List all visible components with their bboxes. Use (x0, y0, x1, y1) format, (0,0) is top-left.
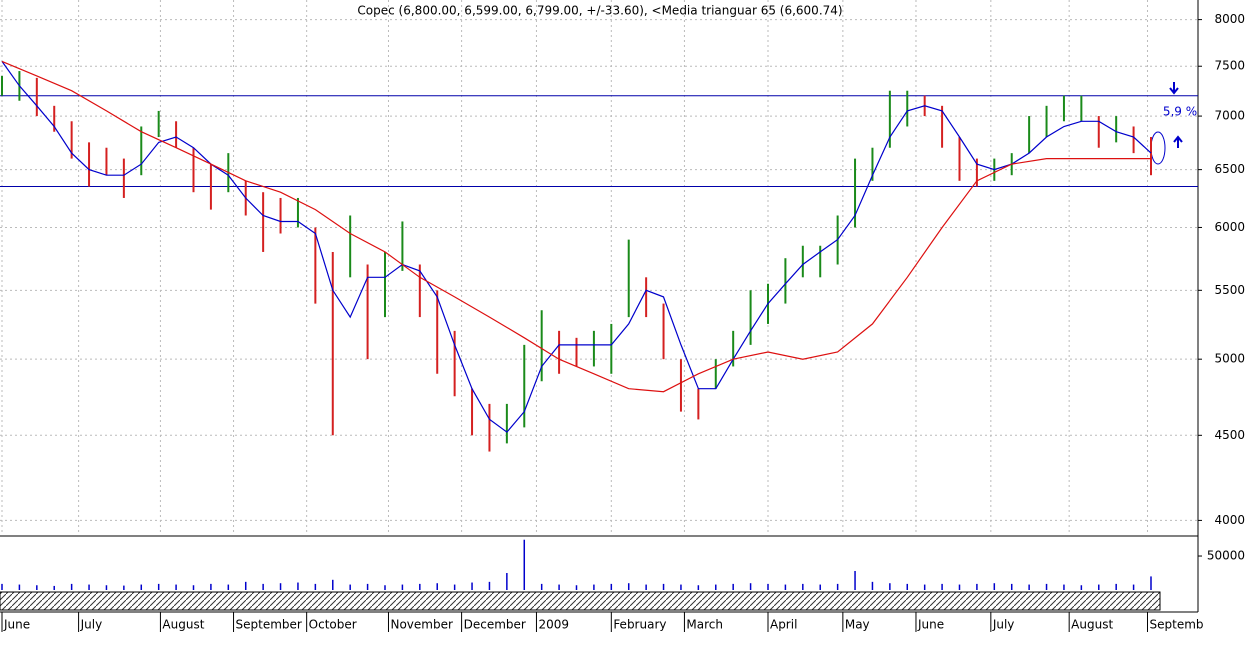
y-tick-label: 4500 (1214, 428, 1245, 442)
x-tick-label: July (80, 618, 103, 632)
x-tick-label: February (613, 618, 666, 632)
x-tick-label: August (1071, 618, 1113, 632)
period-band (0, 591, 1161, 611)
arrow-down (1169, 82, 1179, 95)
moving-average-line (1, 61, 1152, 433)
x-tick-label: December (464, 618, 526, 632)
y-tick-label: 6500 (1214, 162, 1245, 176)
x-tick-label: June (3, 618, 30, 632)
y-tick-label: 7500 (1214, 59, 1245, 73)
chart-title: Copec (6,800.00, 6,599.00, 6,799.00, +/-… (357, 4, 842, 18)
arrow-up (1173, 135, 1183, 148)
x-tick-label: Septemb (1150, 618, 1204, 632)
y-tick-label: 6000 (1214, 220, 1245, 234)
volume-tick-label: 50000 (1207, 549, 1245, 563)
x-tick-label: July (992, 618, 1015, 632)
y-tick-label: 7000 (1214, 109, 1245, 123)
x-tick-label: November (390, 618, 452, 632)
x-tick-label: May (845, 618, 870, 632)
x-tick-label: September (236, 618, 302, 632)
x-tick-label: June (917, 618, 944, 632)
x-tick-label: March (686, 618, 723, 632)
x-tick-label: August (162, 618, 204, 632)
x-tick-label: April (770, 618, 797, 632)
x-tick-label: October (309, 618, 357, 632)
y-tick-label: 8000 (1214, 12, 1245, 26)
y-tick-label: 5500 (1214, 283, 1245, 297)
annotation: 5,9 % (1163, 105, 1197, 119)
y-tick-label: 4000 (1214, 513, 1245, 527)
moving-average-line (1, 60, 1151, 393)
y-tick-label: 5000 (1214, 352, 1245, 366)
x-tick-label: 2009 (538, 618, 569, 632)
